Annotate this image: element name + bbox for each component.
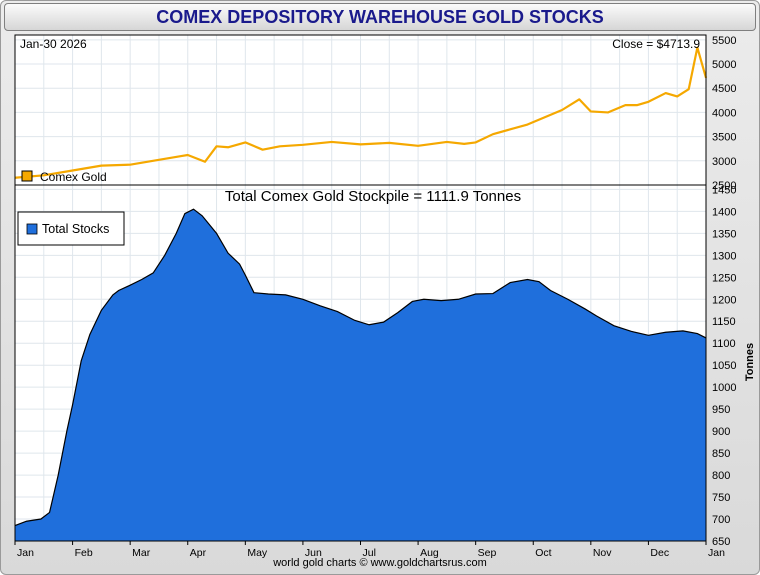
- stocks-tick-label: 1000: [712, 382, 736, 394]
- price-tick-label: 3000: [712, 156, 736, 168]
- month-tick-label: Mar: [132, 547, 151, 559]
- stocks-tick-label: 1400: [712, 206, 736, 218]
- stocks-panel-title: Total Comex Gold Stockpile = 1111.9 Tonn…: [225, 188, 521, 205]
- stocks-tick-label: 800: [712, 470, 730, 482]
- stocks-tick-label: 1250: [712, 272, 736, 284]
- stocks-legend-swatch: [26, 223, 38, 235]
- stocks-tick-label: 1100: [712, 338, 736, 350]
- price-tick-label: 5500: [712, 35, 736, 47]
- stocks-tick-label: 1050: [712, 360, 736, 372]
- stocks-tick-label: 700: [712, 514, 730, 526]
- comex-gold-line: [14, 46, 708, 179]
- month-tick-label: Jun: [305, 547, 322, 559]
- price-tick-label: 4000: [712, 107, 736, 119]
- total-stocks-outline: [14, 208, 707, 527]
- stocks-tick-label: 1200: [712, 294, 736, 306]
- price-tick-label: 2500: [712, 180, 736, 192]
- month-tick-label: Sep: [478, 547, 497, 559]
- credit-text: world gold charts © www.goldchartsrus.co…: [273, 557, 487, 569]
- month-tick-label: Dec: [650, 547, 669, 559]
- stocks-y-axis-label: Tonnes: [744, 343, 756, 381]
- comex-gold-legend-label: Comex Gold: [40, 170, 107, 184]
- price-tick-label: 5000: [712, 59, 736, 71]
- price-tick-label: 3500: [712, 132, 736, 144]
- stocks-tick-label: 1350: [712, 228, 736, 240]
- stocks-tick-label: 750: [712, 492, 730, 504]
- month-tick-label: Apr: [190, 547, 207, 559]
- price-tick-label: 4500: [712, 83, 736, 95]
- close-label: Close = $4713.9: [612, 37, 700, 51]
- stocks-tick-label: 1450: [712, 184, 736, 196]
- date-label: Jan-30 2026: [20, 37, 87, 51]
- month-tick-label: Jul: [363, 547, 376, 559]
- month-tick-label: Feb: [75, 547, 93, 559]
- month-tick-label: Oct: [535, 547, 551, 559]
- month-tick-label: Nov: [593, 547, 612, 559]
- stocks-tick-label: 900: [712, 426, 730, 438]
- stocks-tick-label: 850: [712, 448, 730, 460]
- stocks-tick-label: 950: [712, 404, 730, 416]
- total-stocks-area: [15, 209, 706, 541]
- comex-gold-legend-swatch: [21, 170, 33, 182]
- title-bar: COMEX DEPOSITORY WAREHOUSE GOLD STOCKS: [4, 3, 756, 31]
- month-tick-label: Jan: [708, 547, 725, 559]
- stocks-tick-label: 1300: [712, 250, 736, 262]
- stocks-tick-label: 1150: [712, 316, 736, 328]
- chart-title: COMEX DEPOSITORY WAREHOUSE GOLD STOCKS: [156, 7, 604, 27]
- stocks-legend-label: Total Stocks: [42, 222, 109, 236]
- month-tick-label: Aug: [420, 547, 439, 559]
- month-tick-label: May: [247, 547, 268, 559]
- stocks-tick-label: 650: [712, 536, 730, 548]
- month-tick-label: Jan: [17, 547, 34, 559]
